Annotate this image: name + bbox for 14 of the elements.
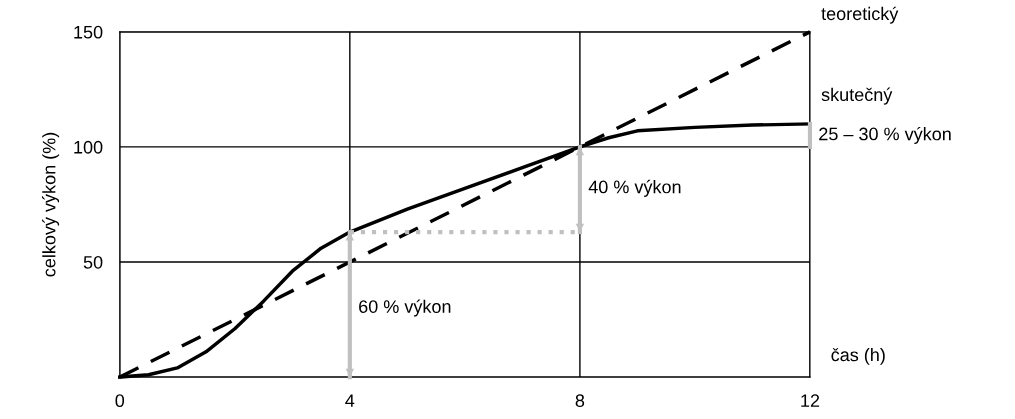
annotation: 25 – 30 % výkon: [819, 126, 951, 144]
annotation: 60 % výkon: [359, 299, 451, 317]
x-tick-label: 8: [575, 394, 585, 408]
y-axis-title: celkový výkon (%): [42, 132, 60, 277]
y-tick-label: 150: [74, 25, 103, 39]
x-tick-label: 4: [345, 394, 355, 407]
x-tick-label: 0: [115, 394, 125, 408]
x-axis-title: čas (h): [831, 347, 885, 365]
y-tick-label: 50: [83, 255, 103, 269]
series-label: teoretický: [821, 6, 899, 24]
y-tick-label: 100: [74, 140, 103, 154]
series-label: skutečný: [821, 87, 893, 105]
annotation: 40 % výkon: [588, 179, 681, 197]
x-tick-label: 12: [801, 394, 820, 407]
